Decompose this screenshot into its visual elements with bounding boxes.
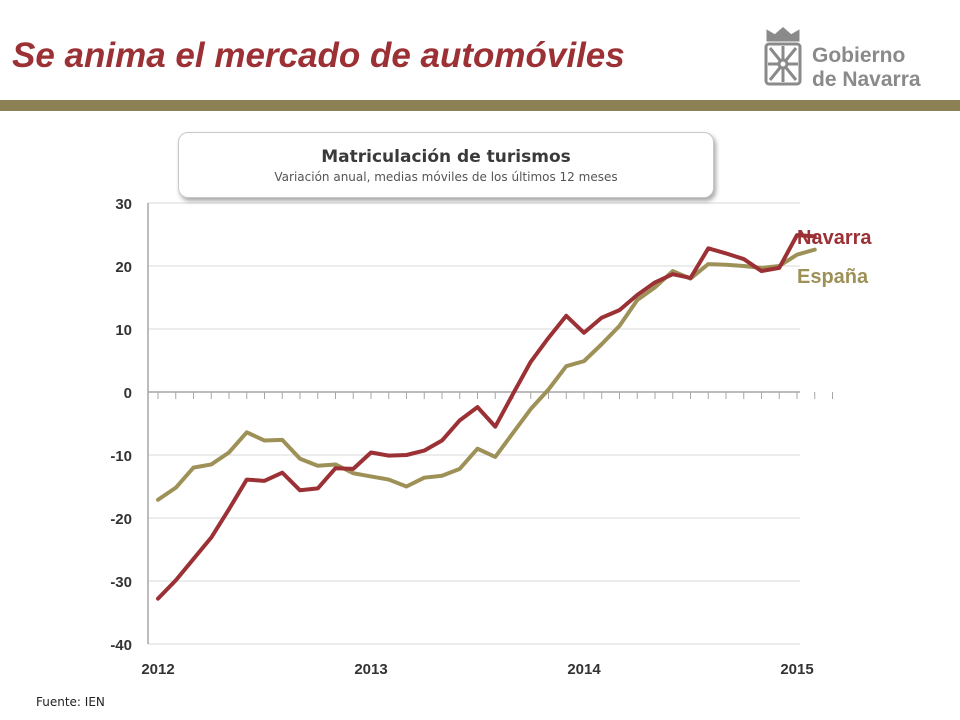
page-title: Se anima el mercado de automóviles xyxy=(12,36,625,75)
series-line-navarra xyxy=(156,233,817,601)
y-tick-label: 20 xyxy=(115,259,132,276)
chart-title-box: Matriculación de turismos Variación anua… xyxy=(178,132,714,198)
x-tick-label: 2012 xyxy=(141,661,174,678)
y-tick-label: 0 xyxy=(124,385,132,402)
navarra-coat-of-arms-icon xyxy=(764,27,802,86)
source-note: Fuente: IEN xyxy=(36,695,105,709)
logo-line-2: de Navarra xyxy=(812,68,921,91)
logo-line-1: Gobierno xyxy=(812,44,906,67)
y-tick-label: -40 xyxy=(110,637,132,654)
y-tick-label: 30 xyxy=(115,196,132,213)
logo: Gobierno de Navarra xyxy=(760,26,930,98)
x-tick-label: 2013 xyxy=(354,661,387,678)
y-tick-label: -30 xyxy=(110,574,132,591)
y-tick-label: -10 xyxy=(110,448,132,465)
logo-text: Gobierno de Navarra xyxy=(812,44,921,92)
x-tick-label: 2014 xyxy=(567,661,601,678)
chart-subtitle: Variación anual, medias móviles de los ú… xyxy=(274,170,618,184)
legend-label: Navarra xyxy=(797,227,872,249)
legend-label: España xyxy=(797,266,869,288)
chart-title: Matriculación de turismos xyxy=(321,147,571,167)
series-line-espana xyxy=(156,247,817,502)
header-rule xyxy=(0,100,960,111)
x-tick-label: 2015 xyxy=(780,661,813,678)
y-tick-label: -20 xyxy=(110,511,132,528)
y-tick-label: 10 xyxy=(115,322,132,339)
